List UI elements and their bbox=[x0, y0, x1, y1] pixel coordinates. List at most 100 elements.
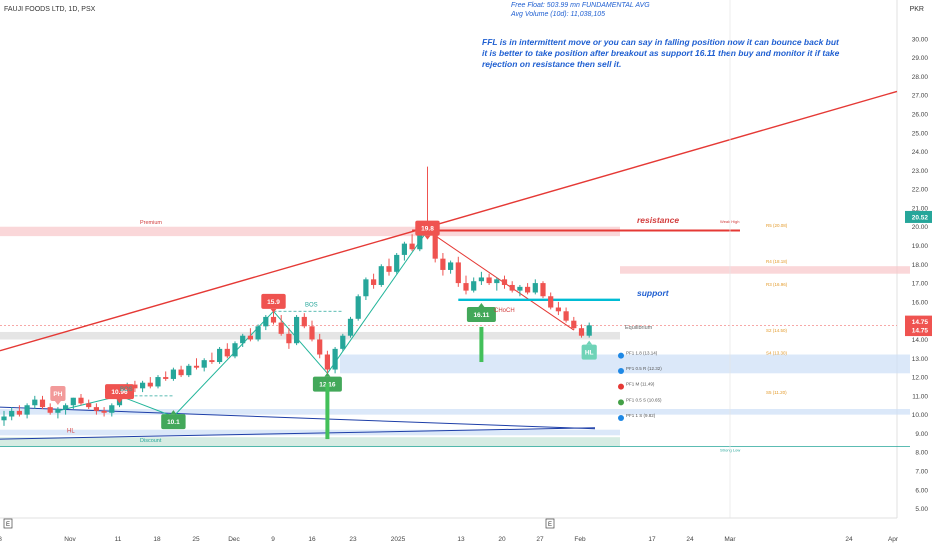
candle-body bbox=[78, 397, 84, 404]
pivot-label: S4 (13.30) bbox=[766, 351, 788, 356]
y-tick-label: 6.00 bbox=[915, 487, 928, 494]
y-tick-label: 23.00 bbox=[912, 168, 929, 175]
candle-body bbox=[201, 360, 207, 368]
candle-body bbox=[455, 262, 461, 284]
y-tick-label: 24.00 bbox=[912, 149, 929, 156]
candle-body bbox=[417, 228, 423, 250]
x-tick-label: 20 bbox=[498, 536, 506, 543]
candle-body bbox=[209, 360, 215, 363]
swing-badge-tail bbox=[324, 372, 331, 377]
y-tick-label: 21.00 bbox=[912, 205, 929, 212]
candle-body bbox=[109, 405, 115, 413]
earnings-marker bbox=[3, 518, 13, 529]
fib-dot bbox=[618, 368, 624, 375]
candle-body bbox=[1, 416, 7, 421]
x-tick-label: Mar bbox=[724, 536, 736, 543]
fib-label: PF1 0.5 S (10.65) bbox=[626, 397, 662, 402]
hl-label: HL bbox=[67, 428, 75, 434]
candle-body bbox=[132, 384, 138, 389]
swing-label-text: 19.8 bbox=[421, 226, 434, 233]
swing-badge-tail bbox=[54, 400, 61, 405]
fib-label: PF1 1.8 (13.14) bbox=[626, 351, 658, 356]
candle-body bbox=[363, 279, 369, 297]
candle-body bbox=[378, 266, 384, 285]
free-float-text: Free Float: 503.99 mn FUNDAMENTAL AVG bbox=[511, 2, 650, 9]
y-tick-label: 17.00 bbox=[912, 281, 929, 288]
candle-body bbox=[170, 369, 176, 379]
candle-body bbox=[286, 333, 292, 344]
zone-resistance-zone-right bbox=[620, 266, 910, 274]
x-tick-label: Dec bbox=[228, 536, 240, 543]
candle-body bbox=[278, 322, 284, 334]
candle-body bbox=[155, 377, 161, 387]
fib-dot bbox=[618, 352, 624, 359]
candle-body bbox=[440, 258, 446, 270]
x-tick-label: 13 bbox=[457, 536, 465, 543]
discount-label: Discount bbox=[140, 438, 162, 444]
y-tick-label: 14.00 bbox=[912, 337, 929, 344]
candle-body bbox=[532, 283, 538, 293]
candle-body bbox=[332, 348, 338, 370]
price-badge-text: 20.52 bbox=[912, 214, 929, 221]
candle-body bbox=[555, 307, 561, 312]
y-tick-label: 18.00 bbox=[912, 262, 929, 269]
candle-body bbox=[571, 320, 577, 329]
analysis-note: FFL is in intermittent move or you can s… bbox=[482, 37, 840, 69]
swing-badge bbox=[415, 220, 440, 236]
candle-body bbox=[563, 311, 569, 321]
y-tick-label: 7.00 bbox=[915, 469, 928, 476]
swing-label-text: 10.96 bbox=[111, 389, 128, 396]
premium-label: Premium bbox=[140, 220, 162, 226]
candle-body bbox=[317, 339, 323, 355]
y-tick-label: 26.00 bbox=[912, 111, 929, 118]
candle-body bbox=[586, 325, 592, 336]
swing-badge bbox=[50, 385, 66, 401]
x-tick-label: 23 bbox=[349, 536, 357, 543]
candle-body bbox=[93, 407, 99, 411]
swing-badge bbox=[581, 344, 597, 360]
y-tick-label: 10.00 bbox=[912, 412, 929, 419]
y-tick-label: 25.00 bbox=[912, 130, 929, 137]
fib-label: PF1 1 S (9.82) bbox=[626, 413, 656, 418]
swing-badge-tail bbox=[116, 399, 123, 404]
fib-dot bbox=[618, 399, 624, 406]
candle-body bbox=[540, 283, 546, 297]
pivot-label: R3 (16.96) bbox=[766, 282, 788, 287]
low-marker-bar bbox=[325, 383, 330, 440]
swing-label-text: PH bbox=[53, 391, 62, 398]
swing-badge bbox=[161, 414, 186, 430]
y-tick-label: 11.00 bbox=[912, 393, 928, 400]
candle-body bbox=[178, 369, 184, 376]
chart-title: FAUJI FOODS LTD, 1D, PSX bbox=[4, 6, 96, 13]
swing-line bbox=[326, 230, 428, 374]
swing-badge bbox=[105, 384, 134, 400]
candle-body bbox=[39, 399, 46, 408]
candle-body bbox=[263, 316, 269, 327]
candle-body bbox=[324, 354, 330, 370]
y-tick-label: 27.00 bbox=[912, 93, 929, 100]
wedge-upper-line bbox=[0, 406, 596, 430]
fib-dot bbox=[618, 383, 624, 390]
price-badge bbox=[905, 210, 932, 223]
candle-body bbox=[501, 279, 508, 285]
swing-badge bbox=[466, 307, 496, 323]
candle-body bbox=[47, 407, 53, 413]
choch-label: CHoCH bbox=[494, 308, 515, 314]
wedge-lower-line bbox=[0, 427, 596, 440]
x-tick-label: Feb bbox=[574, 536, 586, 543]
candle-body bbox=[16, 410, 22, 415]
x-tick-label: 24 bbox=[686, 536, 694, 543]
pivot-label: S5 (11.20) bbox=[766, 390, 787, 395]
candle-body bbox=[371, 279, 377, 285]
zone-bottom-blue bbox=[0, 429, 620, 436]
swing-badge bbox=[261, 293, 286, 309]
zone-discount-blue bbox=[340, 354, 910, 374]
candle-body bbox=[309, 326, 315, 340]
y-tick-label: 19.00 bbox=[912, 243, 929, 250]
x-tick-label: 9 bbox=[271, 536, 275, 543]
pivot-label: R5 (20.08) bbox=[766, 223, 788, 228]
pivot-label: S2 (14.50) bbox=[766, 328, 788, 333]
fib-label: PF1 0.5 R (12.32) bbox=[626, 366, 662, 371]
swing-badge-tail bbox=[586, 340, 593, 345]
